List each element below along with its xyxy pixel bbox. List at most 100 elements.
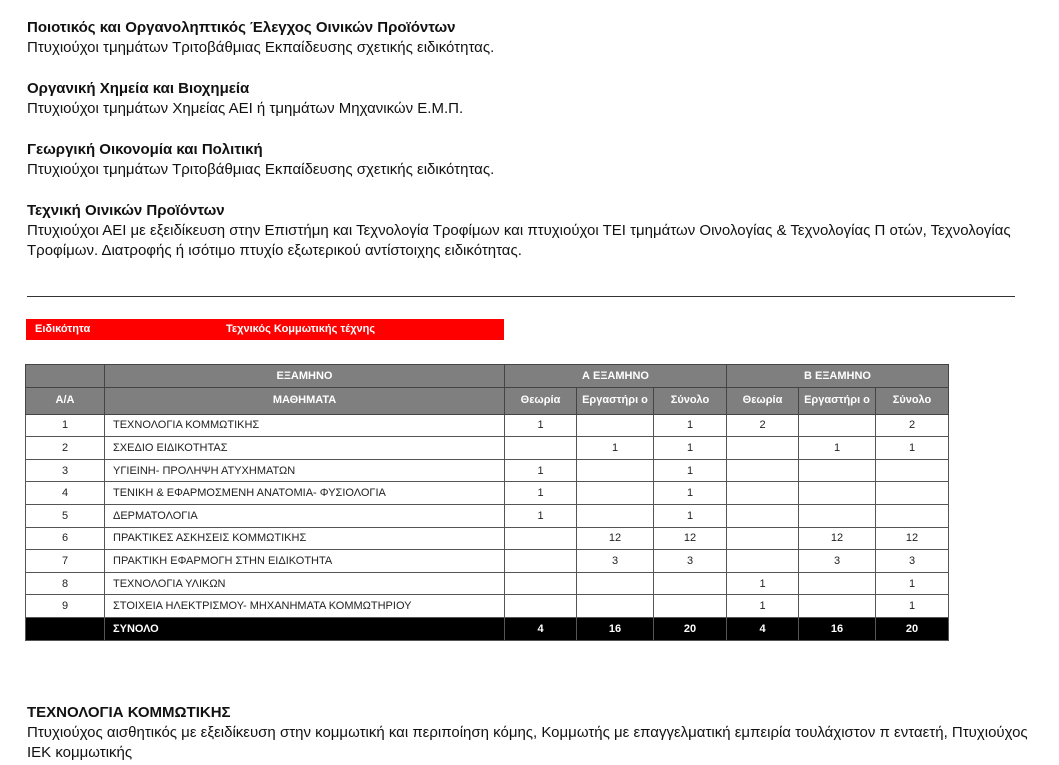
header-theory: Θεωρία [504,386,577,415]
section-4: Τεχνική Οινικών Προϊόντων Πτυχιούχοι ΑΕΙ … [27,202,1011,259]
table-cell: 1 [504,481,577,505]
table-cell [798,571,876,596]
table-cell: 1 [504,503,577,528]
header-lab: Εργαστήρι ο [576,386,654,415]
table-cell: 1 [653,436,727,460]
specialty-banner: Ειδικότητα Τεχνικός Κομμωτικής τέχνης [26,319,504,340]
table-row: 5 ΔΕΡΜΑΤΟΛΟΓΙΑ 1 1 [25,503,949,528]
header-row-2: Α/Α ΜΑΘΗΜΑΤΑ Θεωρία Εργαστήρι ο Σύνολο Θ… [25,386,949,415]
table-cell [798,458,876,483]
table-row: 2 ΣΧΕΔΙΟ ΕΙΔΙΚΟΤΗΤΑΣ 1 1 1 1 [25,436,949,460]
table-cell: 16 [798,616,876,641]
table-cell [504,526,577,551]
table-cell [798,481,876,505]
table-cell [504,594,577,618]
subject-cell: ΤΕΧΝΟΛΟΓΙΑ ΥΛΙΚΩΝ [104,571,505,596]
table-cell [726,481,799,505]
table-cell: 8 [25,571,105,596]
table-cell [576,458,654,483]
section-3: Γεωργική Οικονομία και Πολιτική Πτυχιούχο… [27,141,495,178]
subject-cell: ΣΧΕΔΙΟ ΕΙΔΙΚΟΤΗΤΑΣ [104,436,505,460]
table-cell [798,413,876,438]
subject-cell: ΤΕΝΙΚΗ & ΕΦΑΡΜΟΣΜΕΝΗ ΑΝΑΤΟΜΙΑ- ΦΥΣΙΟΛΟΓΙ… [104,481,505,505]
table-cell: 1 [726,571,799,596]
table-cell: 1 [875,571,949,596]
table-cell [504,549,577,573]
table-cell: 3 [653,549,727,573]
table-cell [875,458,949,483]
curriculum-table: ΕΞΑΜΗΝΟ Α ΕΞΑΜΗΝΟ Β ΕΞΑΜΗΝΟ Α/Α ΜΑΘΗΜΑΤΑ… [25,364,949,641]
table-cell: 3 [875,549,949,573]
table-cell: 20 [875,616,949,641]
table-cell [25,616,105,641]
table-cell: 1 [504,458,577,483]
table-cell [798,503,876,528]
subject-cell: ΥΓΙΕΙΝΗ- ΠΡΟΛΗΨΗ ΑΤΥΧΗΜΑΤΩΝ [104,458,505,483]
table-cell: 1 [653,503,727,528]
table-cell [798,594,876,618]
table-cell: 1 [798,436,876,460]
table-cell: 16 [576,616,654,641]
subject-cell: ΔΕΡΜΑΤΟΛΟΓΙΑ [104,503,505,528]
bottom-section: ΤΕΧΝΟΛΟΓΙΑ ΚΟΜΜΩΤΙΚΗΣ Πτυχιούχος αισθητικ… [27,704,1028,761]
specialty-label: Ειδικότητα [35,323,91,335]
table-cell: 1 [25,413,105,438]
table-cell [653,571,727,596]
table-cell: 12 [798,526,876,551]
table-cell [504,436,577,460]
table-cell: 2 [875,413,949,438]
table-cell: 1 [726,594,799,618]
table-row: 8 ΤΕΧΝΟΛΟΓΙΑ ΥΛΙΚΩΝ 1 1 [25,571,949,596]
section-1: Ποιοτικός και Οργανοληπτικός Έλεγχος Οιν… [27,19,495,56]
table-cell [726,436,799,460]
table-cell: 4 [25,481,105,505]
table-cell [576,594,654,618]
header-total: Σύνολο [653,386,727,415]
table-cell [653,594,727,618]
table-cell [576,481,654,505]
table-cell [726,458,799,483]
table-cell: 9 [25,594,105,618]
header-total: Σύνολο [875,386,949,415]
table-cell: 12 [875,526,949,551]
table-cell: 1 [653,481,727,505]
table-cell: 3 [798,549,876,573]
total-row: ΣΥΝΟΛΟ 4 16 20 4 16 20 [25,616,949,641]
table-cell [726,503,799,528]
table-row: 7 ΠΡΑΚΤΙΚΗ ΕΦΑΡΜΟΓΗ ΣΤΗΝ ΕΙΔΙΚΟΤΗΤΑ 3 3 3 3 [25,549,949,573]
table-cell [576,413,654,438]
divider [27,296,1015,297]
table-cell [726,549,799,573]
header-row-1: ΕΞΑΜΗΝΟ Α ΕΞΑΜΗΝΟ Β ΕΞΑΜΗΝΟ [25,364,949,388]
subject-cell: ΣΤΟΙΧΕΙΑ ΗΛΕΚΤΡΙΣΜΟΥ- ΜΗΧΑΝΗΜΑΤΑ ΚΟΜΜΩΤΗ… [104,594,505,618]
table-cell: 7 [25,549,105,573]
table-cell [504,571,577,596]
table-row: 3 ΥΓΙΕΙΝΗ- ΠΡΟΛΗΨΗ ΑΤΥΧΗΜΑΤΩΝ 1 1 [25,458,949,483]
header-aa: Α/Α [25,386,105,415]
table-cell: 4 [726,616,799,641]
subject-cell: ΤΕΧΝΟΛΟΓΙΑ ΚΟΜΜΩΤΙΚΗΣ [104,413,505,438]
table-cell: 1 [653,413,727,438]
table-row: 1 ΤΕΧΝΟΛΟΓΙΑ ΚΟΜΜΩΤΙΚΗΣ 1 1 2 2 [25,413,949,438]
table-cell: 4 [504,616,577,641]
table-cell: 1 [653,458,727,483]
header-lab: Εργαστήρι ο [798,386,876,415]
header-subjects: ΜΑΘΗΜΑΤΑ [104,386,505,415]
table-cell: 1 [875,594,949,618]
table-cell: 12 [576,526,654,551]
table-cell: 2 [25,436,105,460]
table-cell [576,571,654,596]
subject-cell: ΣΥΝΟΛΟ [104,616,505,641]
section-2: Οργανική Χημεία και Βιοχημεία Πτυχιούχοι … [27,80,464,117]
header-semester-a: Α ΕΞΑΜΗΝΟ [504,364,727,388]
subject-cell: ΠΡΑΚΤΙΚΗ ΕΦΑΡΜΟΓΗ ΣΤΗΝ ΕΙΔΙΚΟΤΗΤΑ [104,549,505,573]
table-cell: 3 [576,549,654,573]
header-theory: Θεωρία [726,386,799,415]
table-row: 9 ΣΤΟΙΧΕΙΑ ΗΛΕΚΤΡΙΣΜΟΥ- ΜΗΧΑΝΗΜΑΤΑ ΚΟΜΜΩΤ… [25,594,949,618]
table-cell [726,526,799,551]
table-cell [875,503,949,528]
table-cell: 12 [653,526,727,551]
table-cell [875,481,949,505]
table-cell: 1 [576,436,654,460]
header-semester: ΕΞΑΜΗΝΟ [104,364,505,388]
